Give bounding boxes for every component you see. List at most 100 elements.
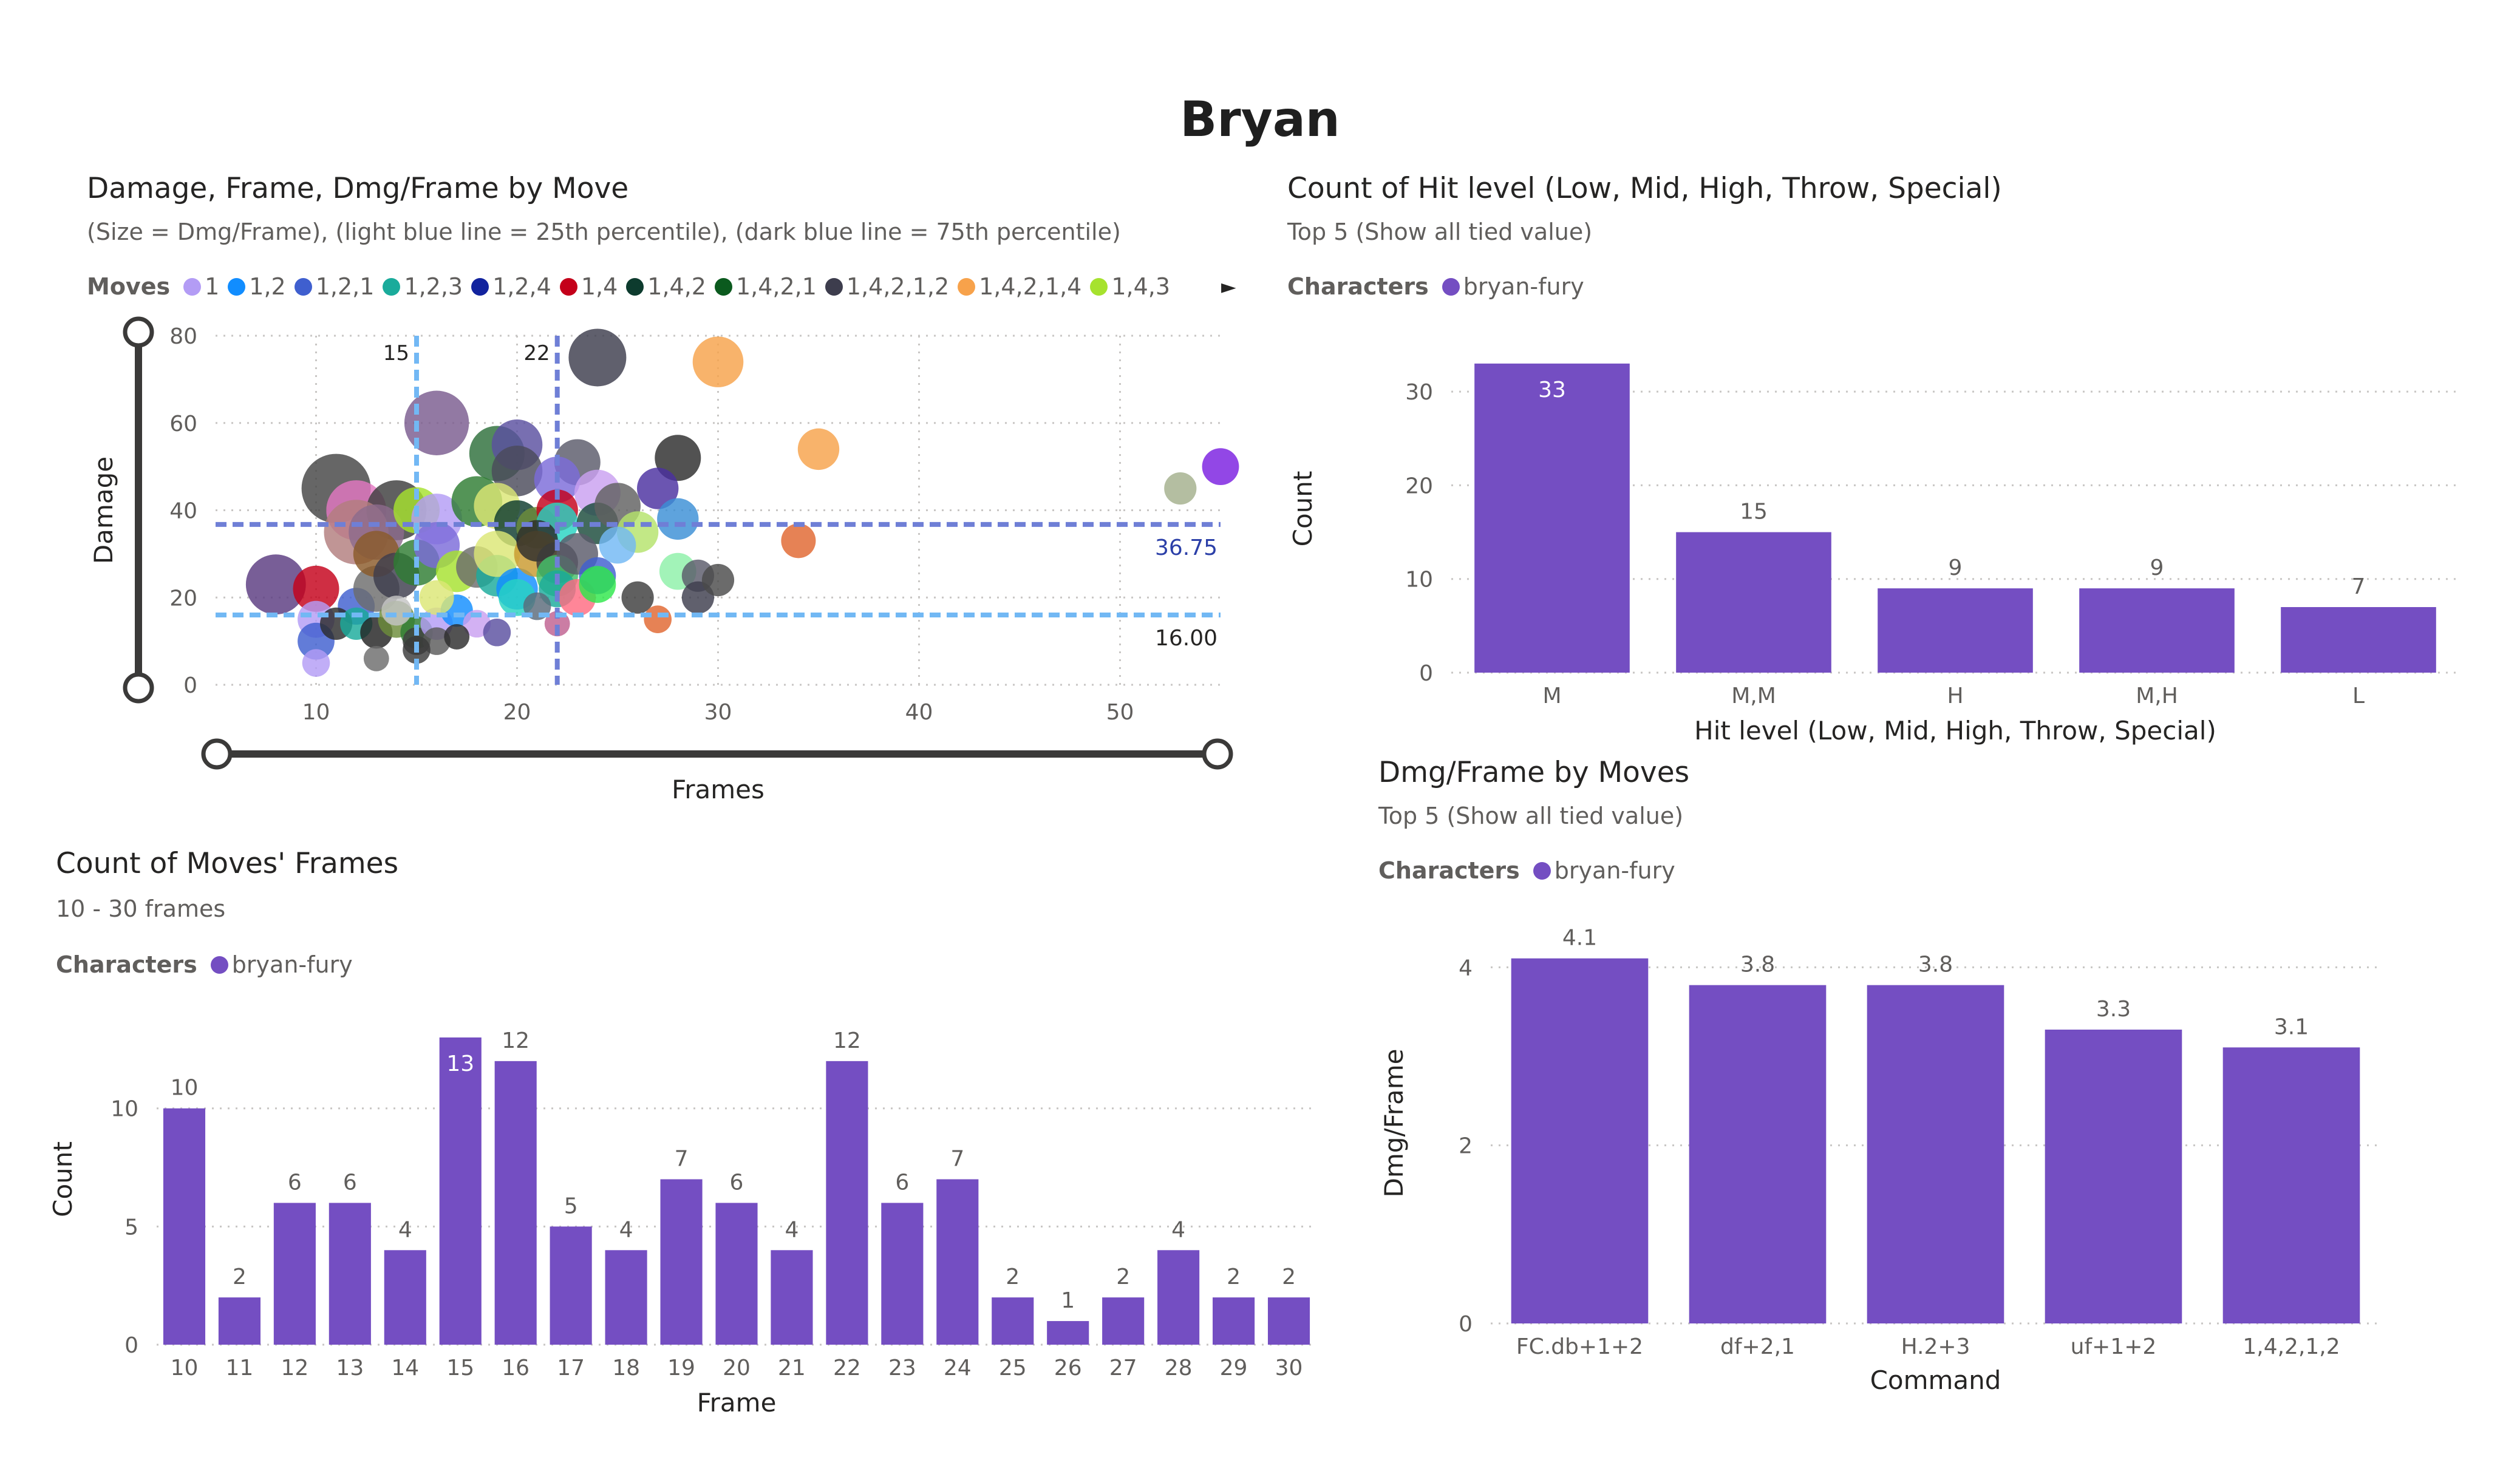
legend-dot-icon — [958, 277, 976, 296]
data-label: 15 — [1740, 500, 1768, 525]
bar — [881, 1203, 924, 1345]
frames-chart: 0510101021161261341413151216517418719620… — [48, 1028, 1316, 1418]
legend-item[interactable]: 1 — [183, 273, 219, 300]
x-tick-label: 12 — [281, 1356, 308, 1381]
data-label: 7 — [675, 1147, 689, 1172]
y-tick-label: 20 — [169, 586, 197, 611]
x-tick-label: 10 — [171, 1356, 199, 1381]
bar — [329, 1203, 371, 1345]
x-tick-label: 17 — [557, 1356, 585, 1381]
x-tick-label: 14 — [391, 1356, 419, 1381]
data-label: 3.3 — [2096, 997, 2131, 1022]
legend-item[interactable]: 1,4,2,1,4 — [958, 273, 1081, 300]
legend-dot-icon — [714, 277, 732, 296]
legend-item[interactable]: 1,4,2,1,2 — [825, 273, 949, 300]
hit-level-legend-title: Characters — [1287, 273, 1429, 300]
bar — [2281, 607, 2436, 673]
y-tick-label: 0 — [124, 1333, 138, 1358]
bar — [1047, 1321, 1089, 1345]
legend-item[interactable]: bryan-fury — [210, 951, 353, 978]
bar — [715, 1203, 758, 1345]
legend-item-label: 1 — [205, 273, 220, 300]
range-slider-icon — [201, 738, 233, 770]
scatter-point — [568, 328, 627, 387]
legend-item[interactable]: 1,2 — [228, 273, 286, 300]
legend-item[interactable]: bryan-fury — [1442, 273, 1584, 300]
data-label: 3.8 — [1740, 953, 1775, 977]
frames-title: Count of Moves' Frames — [56, 847, 399, 880]
scatter-point — [302, 649, 330, 677]
legend-item[interactable]: 1,4 — [559, 273, 618, 300]
x-tick-label: 19 — [667, 1356, 695, 1381]
legend-item[interactable]: 1,4,3 — [1090, 273, 1170, 300]
y-tick-label: 30 — [1405, 380, 1433, 405]
legend-item[interactable]: bryan-fury — [1533, 857, 1675, 884]
scatter-point — [644, 605, 672, 633]
dmgframe-subtitle: Top 5 (Show all tied value) — [1378, 803, 1684, 829]
x-tick-label: 50 — [1106, 700, 1134, 725]
scatter-subtitle: (Size = Dmg/Frame), (light blue line = 2… — [87, 219, 1121, 245]
legend-item-label: 1,2,4 — [492, 273, 551, 300]
legend-item[interactable]: 1,2,3 — [383, 273, 463, 300]
legend-item[interactable]: 1,4,2 — [626, 273, 706, 300]
y-tick-label: 80 — [169, 324, 197, 349]
x-tick-label: uf+1+2 — [2071, 1334, 2157, 1359]
x-tick-label: 10 — [302, 700, 330, 725]
x-tick-label: 11 — [226, 1356, 254, 1381]
chevron-right-icon[interactable]: ► — [1221, 275, 1236, 298]
hit-level-chart: 0 10 20 30 33 M 15 M,M 9 H 9 M,H 7 L Hit level (Low, M… — [1288, 363, 2459, 745]
dmgframe-legend-title: Characters — [1378, 857, 1520, 884]
legend-item[interactable]: 1,4,2,1 — [714, 273, 817, 300]
x-tick-label: 28 — [1165, 1356, 1193, 1381]
scatter-point — [419, 580, 454, 615]
scatter-point — [293, 565, 339, 612]
scatter-point — [657, 498, 699, 540]
data-label: 4 — [619, 1217, 633, 1242]
x-tick-label: M — [1542, 684, 1561, 708]
range-slider-icon — [1202, 738, 1233, 770]
frames-legend-title: Characters — [56, 951, 197, 978]
y-tick-label: 10 — [1405, 568, 1433, 593]
data-label: 4 — [785, 1217, 799, 1242]
bar — [494, 1061, 537, 1345]
data-label: 2 — [1227, 1265, 1241, 1289]
x-tick-label: 16 — [502, 1356, 530, 1381]
x-tick-label: 20 — [723, 1356, 751, 1381]
data-label: 7 — [2352, 574, 2366, 599]
x-tick-label: 40 — [905, 700, 933, 725]
frames-subtitle: 10 - 30 frames — [56, 895, 226, 922]
dmgframe-title: Dmg/Frame by Moves — [1378, 756, 1690, 789]
scatter-point — [599, 526, 636, 564]
y-tick-label: 2 — [1459, 1134, 1473, 1159]
scatter-point — [781, 523, 816, 559]
bar — [1267, 1297, 1310, 1345]
x-tick-label: M,M — [1731, 684, 1776, 708]
legend-dot-icon — [559, 277, 577, 296]
bar — [273, 1203, 316, 1345]
legend-item-label: 1,4 — [581, 273, 618, 300]
x-tick-label: 22 — [833, 1356, 861, 1381]
scatter-chart: 0 20 40 60 80 10 20 30 40 50 15 22 36.75 16.00 Damage F… — [89, 316, 1239, 804]
y-tick-label: 0 — [1459, 1312, 1473, 1337]
scatter-legend: Moves 1 1,2 1,2,1 1,2,3 1,2,4 1,4 1,4,2 1,4,2,1… — [87, 273, 1236, 300]
scatter-point — [483, 618, 511, 647]
data-label: 6 — [343, 1170, 357, 1195]
bar — [218, 1297, 261, 1345]
x-axis-title: Frames — [672, 775, 765, 804]
scatter-point — [579, 566, 616, 603]
reference-line-label: 22 — [523, 341, 550, 365]
x-tick-label: 30 — [704, 700, 732, 725]
legend-item[interactable]: 1,2,1 — [294, 273, 374, 300]
y-tick-label: 40 — [169, 499, 197, 524]
scatter-point — [692, 336, 744, 387]
bar — [163, 1108, 206, 1345]
x-tick-label: 23 — [888, 1356, 916, 1381]
data-label: 4 — [398, 1217, 412, 1242]
legend-item[interactable]: 1,2,4 — [471, 273, 551, 300]
bar — [1676, 532, 1831, 673]
data-label: 4 — [1171, 1217, 1185, 1242]
x-tick-label: 26 — [1054, 1356, 1082, 1381]
x-axis-title: Command — [1870, 1365, 2001, 1395]
legend-item-label: 1,2,3 — [404, 273, 463, 300]
data-label: 12 — [502, 1028, 530, 1053]
